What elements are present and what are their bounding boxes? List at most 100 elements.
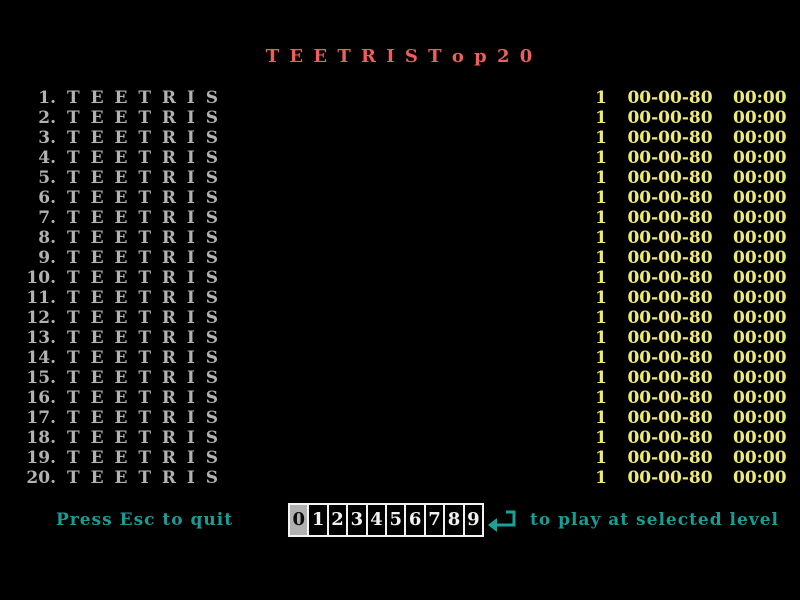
date-value: 00-00-80 xyxy=(627,428,713,448)
page-title: T E E T R I S T o p 2 0 xyxy=(265,46,535,67)
date-value: 00-00-80 xyxy=(627,108,713,128)
score-value: 1 xyxy=(595,468,607,488)
date-value: 00-00-80 xyxy=(627,368,713,388)
date-value: 00-00-80 xyxy=(627,328,713,348)
player-name: T E E T R I S xyxy=(67,468,221,488)
score-value: 1 xyxy=(595,448,607,468)
score-value: 1 xyxy=(595,368,607,388)
score-row: 3. T E E T R I S 1 00-00-80 00:00 xyxy=(0,128,800,148)
player-name: T E E T R I S xyxy=(67,288,221,308)
score-value: 1 xyxy=(595,228,607,248)
level-digit[interactable]: 8 xyxy=(443,505,462,535)
player-name: T E E T R I S xyxy=(67,88,221,108)
rank-label: 4. xyxy=(38,148,56,168)
date-value: 00-00-80 xyxy=(627,148,713,168)
score-value: 1 xyxy=(595,428,607,448)
level-digit[interactable]: 2 xyxy=(326,505,346,535)
rank-label: 9. xyxy=(38,248,56,268)
player-name: T E E T R I S xyxy=(67,408,221,428)
play-hint: to play at selected level xyxy=(530,510,779,530)
rank-label: 14. xyxy=(26,348,56,368)
score-row: 13. T E E T R I S 1 00-00-80 00:00 xyxy=(0,328,800,348)
rank-label: 1. xyxy=(38,88,56,108)
level-digit-selected[interactable]: 0 xyxy=(290,505,308,535)
scoreboard: 1. T E E T R I S 1 00-00-80 00:00 2. T E… xyxy=(0,88,800,488)
player-name: T E E T R I S xyxy=(67,248,221,268)
rank-label: 11. xyxy=(26,288,56,308)
player-name: T E E T R I S xyxy=(67,228,221,248)
player-name: T E E T R I S xyxy=(67,448,221,468)
score-row: 15. T E E T R I S 1 00-00-80 00:00 xyxy=(0,368,800,388)
date-value: 00-00-80 xyxy=(627,248,713,268)
time-value: 00:00 xyxy=(733,428,787,448)
score-value: 1 xyxy=(595,108,607,128)
level-digit[interactable]: 6 xyxy=(404,505,423,535)
rank-label: 17. xyxy=(26,408,56,428)
date-value: 00-00-80 xyxy=(627,168,713,188)
player-name: T E E T R I S xyxy=(67,128,221,148)
quit-hint: Press Esc to quit xyxy=(56,510,234,530)
score-value: 1 xyxy=(595,288,607,308)
date-value: 00-00-80 xyxy=(627,348,713,368)
time-value: 00:00 xyxy=(733,388,787,408)
time-value: 00:00 xyxy=(733,368,787,388)
rank-label: 12. xyxy=(26,308,56,328)
level-digit[interactable]: 7 xyxy=(423,505,443,535)
score-row: 18. T E E T R I S 1 00-00-80 00:00 xyxy=(0,428,800,448)
player-name: T E E T R I S xyxy=(67,108,221,128)
level-digit[interactable]: 4 xyxy=(365,505,385,535)
score-row: 14. T E E T R I S 1 00-00-80 00:00 xyxy=(0,348,800,368)
player-name: T E E T R I S xyxy=(67,308,221,328)
return-arrow-icon xyxy=(488,510,516,532)
score-value: 1 xyxy=(595,208,607,228)
time-value: 00:00 xyxy=(733,468,787,488)
time-value: 00:00 xyxy=(733,328,787,348)
score-row: 19. T E E T R I S 1 00-00-80 00:00 xyxy=(0,448,800,468)
rank-label: 18. xyxy=(26,428,56,448)
score-value: 1 xyxy=(595,148,607,168)
score-row: 6. T E E T R I S 1 00-00-80 00:00 xyxy=(0,188,800,208)
date-value: 00-00-80 xyxy=(627,88,713,108)
time-value: 00:00 xyxy=(733,348,787,368)
score-value: 1 xyxy=(595,408,607,428)
date-value: 00-00-80 xyxy=(627,468,713,488)
score-value: 1 xyxy=(595,88,607,108)
date-value: 00-00-80 xyxy=(627,268,713,288)
time-value: 00:00 xyxy=(733,88,787,108)
time-value: 00:00 xyxy=(733,308,787,328)
player-name: T E E T R I S xyxy=(67,168,221,188)
score-row: 5. T E E T R I S 1 00-00-80 00:00 xyxy=(0,168,800,188)
time-value: 00:00 xyxy=(733,148,787,168)
score-row: 12. T E E T R I S 1 00-00-80 00:00 xyxy=(0,308,800,328)
score-row: 9. T E E T R I S 1 00-00-80 00:00 xyxy=(0,248,800,268)
date-value: 00-00-80 xyxy=(627,188,713,208)
level-digit[interactable]: 1 xyxy=(307,505,326,535)
rank-label: 5. xyxy=(38,168,56,188)
rank-label: 2. xyxy=(38,108,56,128)
level-digit[interactable]: 5 xyxy=(385,505,404,535)
score-row: 20. T E E T R I S 1 00-00-80 00:00 xyxy=(0,468,800,488)
score-row: 2. T E E T R I S 1 00-00-80 00:00 xyxy=(0,108,800,128)
time-value: 00:00 xyxy=(733,408,787,428)
time-value: 00:00 xyxy=(733,228,787,248)
player-name: T E E T R I S xyxy=(67,348,221,368)
score-row: 7. T E E T R I S 1 00-00-80 00:00 xyxy=(0,208,800,228)
rank-label: 3. xyxy=(38,128,56,148)
level-digit[interactable]: 3 xyxy=(346,505,365,535)
player-name: T E E T R I S xyxy=(67,268,221,288)
rank-label: 10. xyxy=(26,268,56,288)
date-value: 00-00-80 xyxy=(627,408,713,428)
score-row: 10. T E E T R I S 1 00-00-80 00:00 xyxy=(0,268,800,288)
score-row: 17. T E E T R I S 1 00-00-80 00:00 xyxy=(0,408,800,428)
time-value: 00:00 xyxy=(733,268,787,288)
footer-bar: Press Esc to quit 0 1 2 3 4 5 6 7 8 9 to… xyxy=(0,503,800,539)
rank-label: 6. xyxy=(38,188,56,208)
player-name: T E E T R I S xyxy=(67,148,221,168)
player-name: T E E T R I S xyxy=(67,368,221,388)
level-digit[interactable]: 9 xyxy=(462,505,482,535)
level-selector[interactable]: 0 1 2 3 4 5 6 7 8 9 xyxy=(288,503,484,537)
date-value: 00-00-80 xyxy=(627,128,713,148)
rank-label: 19. xyxy=(26,448,56,468)
score-value: 1 xyxy=(595,188,607,208)
